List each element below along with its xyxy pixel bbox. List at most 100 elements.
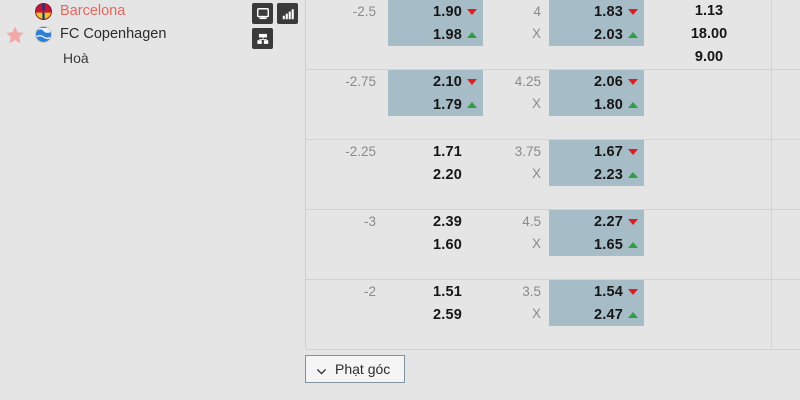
arrow-down-icon [628, 8, 638, 15]
corners-toggle-label: Phạt góc [335, 361, 391, 377]
total-price-value: 2.47 [593, 306, 623, 323]
total-line-label: 4.5 [522, 214, 541, 229]
total-price-cell[interactable]: 1.65 [549, 233, 644, 256]
total-price-cell[interactable]: 2.27 [549, 210, 644, 233]
handicap-price-cell[interactable]: 1.60 [388, 233, 483, 256]
handicap-price-value: 1.90 [432, 3, 462, 20]
total-price-block: 1.83 2.03 [549, 0, 644, 46]
arrow-down-icon [467, 8, 477, 15]
match-status: Hoà [63, 50, 89, 66]
arrow-up-icon [628, 311, 638, 318]
handicap-price-value: 1.60 [432, 236, 462, 253]
handicap-line-label: -2.75 [345, 74, 376, 89]
handicap-price-block: 1.90 1.98 [388, 0, 483, 46]
handicap-price-cell[interactable]: 2.20 [388, 163, 483, 186]
odds-row: -2 1.51 2.59 3.5 X 1.54 2.47 [306, 280, 800, 350]
total-price-block: 2.06 1.80 [549, 70, 644, 116]
handicap-price-block: 2.10 1.79 [388, 70, 483, 116]
handicap-price-block: 1.71 2.20 [388, 140, 483, 186]
copenhagen-crest-icon [35, 25, 52, 43]
match-header-panel: Barcelona FC Copenhagen Hoà [0, 0, 305, 400]
arrow-up-icon [628, 31, 638, 38]
odds-row: -2.5 1.90 1.98 4 X 1.83 2.03 1.13 18.00 9.00 [306, 0, 800, 70]
one-x-two-price[interactable]: 1.13 [694, 3, 724, 19]
handicap-line-label: -2.5 [352, 4, 376, 19]
draw-line-label: X [531, 96, 541, 111]
total-price-block: 1.67 2.23 [549, 140, 644, 186]
total-price-value: 1.67 [593, 143, 623, 160]
total-price-block: 2.27 1.65 [549, 210, 644, 256]
star-icon[interactable] [5, 25, 25, 45]
total-price-value: 1.65 [593, 236, 623, 253]
handicap-price-value: 1.98 [432, 26, 462, 43]
arrow-up-icon [628, 101, 638, 108]
one-x-two-price[interactable]: 9.00 [694, 49, 724, 65]
arrow-down-icon [628, 218, 638, 225]
handicap-price-value: 2.39 [432, 213, 462, 230]
odds-row: -2.25 1.71 2.20 3.75 X 1.67 2.23 [306, 140, 800, 210]
arrow-down-icon [628, 148, 638, 155]
total-line-label: 3.75 [514, 144, 541, 159]
total-price-cell[interactable]: 1.54 [549, 280, 644, 303]
total-price-cell[interactable]: 1.67 [549, 140, 644, 163]
away-team-row[interactable]: FC Copenhagen [0, 23, 166, 45]
handicap-price-value: 1.71 [432, 143, 462, 160]
handicap-line-label: -2.25 [345, 144, 376, 159]
total-price-cell[interactable]: 1.80 [549, 93, 644, 116]
handicap-price-cell[interactable]: 1.51 [388, 280, 483, 303]
handicap-price-cell[interactable]: 1.79 [388, 93, 483, 116]
total-price-value: 2.03 [593, 26, 623, 43]
handicap-price-value: 1.51 [432, 283, 462, 300]
handicap-price-cell[interactable]: 1.90 [388, 0, 483, 23]
handicap-price-value: 2.59 [432, 306, 462, 323]
handicap-price-value: 2.20 [432, 166, 462, 183]
handicap-price-block: 2.39 1.60 [388, 210, 483, 256]
total-price-cell[interactable]: 2.06 [549, 70, 644, 93]
draw-line-label: X [531, 26, 541, 41]
lineup-tree-icon[interactable] [252, 28, 273, 49]
draw-line-label: X [531, 306, 541, 321]
one-x-two-price[interactable]: 18.00 [690, 26, 728, 42]
handicap-price-cell[interactable]: 2.10 [388, 70, 483, 93]
handicap-price-cell[interactable]: 1.71 [388, 140, 483, 163]
bar-chart-icon[interactable] [277, 3, 298, 24]
total-price-cell[interactable]: 2.03 [549, 23, 644, 46]
total-price-cell[interactable]: 1.83 [549, 0, 644, 23]
draw-line-label: X [531, 236, 541, 251]
total-line-label: 4.25 [514, 74, 541, 89]
total-price-value: 2.06 [593, 73, 623, 90]
handicap-price-cell[interactable]: 2.59 [388, 303, 483, 326]
handicap-price-block: 1.51 2.59 [388, 280, 483, 326]
arrow-down-icon [628, 78, 638, 85]
odds-row: -3 2.39 1.60 4.5 X 2.27 1.65 [306, 210, 800, 280]
odds-table: -2.5 1.90 1.98 4 X 1.83 2.03 1.13 18.00 9.00 -2.75… [305, 0, 800, 350]
chevron-down-icon [316, 364, 327, 375]
monitor-icon[interactable] [252, 3, 273, 24]
one-x-two-block: 1.13 18.00 9.00 [666, 0, 752, 69]
total-price-cell[interactable]: 2.47 [549, 303, 644, 326]
total-price-value: 1.83 [593, 3, 623, 20]
handicap-price-value: 2.10 [432, 73, 462, 90]
total-price-value: 2.23 [593, 166, 623, 183]
home-team-row[interactable]: Barcelona [0, 0, 125, 22]
total-line-label: 4 [533, 4, 541, 19]
arrow-up-icon [628, 171, 638, 178]
odds-row: -2.75 2.10 1.79 4.25 X 2.06 1.80 [306, 70, 800, 140]
total-price-block: 1.54 2.47 [549, 280, 644, 326]
arrow-up-icon [628, 241, 638, 248]
arrow-down-icon [467, 78, 477, 85]
handicap-line-label: -2 [363, 284, 376, 299]
total-price-value: 2.27 [593, 213, 623, 230]
handicap-line-label: -3 [363, 214, 376, 229]
home-team-name: Barcelona [60, 2, 126, 19]
barcelona-crest-icon [35, 2, 52, 20]
arrow-up-icon [467, 31, 477, 38]
handicap-price-cell[interactable]: 2.39 [388, 210, 483, 233]
total-price-value: 1.80 [593, 96, 623, 113]
handicap-price-cell[interactable]: 1.98 [388, 23, 483, 46]
away-team-name: FC Copenhagen [60, 25, 167, 42]
corners-toggle-button[interactable]: Phạt góc [305, 355, 406, 383]
total-price-cell[interactable]: 2.23 [549, 163, 644, 186]
handicap-price-value: 1.79 [432, 96, 462, 113]
total-price-value: 1.54 [593, 283, 623, 300]
